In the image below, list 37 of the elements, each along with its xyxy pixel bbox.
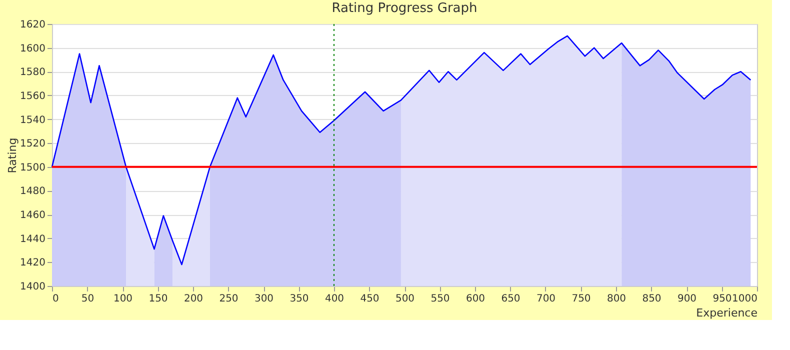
x-tick-label: 300 [254,294,274,304]
x-tick-label: 400 [324,294,344,304]
x-tick-label: 200 [184,294,204,304]
y-tick-label: 1480 [20,186,46,198]
x-tick-label: 550 [430,294,450,304]
y-axis-title: Rating [6,138,20,174]
line-series [51,35,752,266]
x-tick-label: 150 [148,294,168,304]
x-tick-label: 450 [360,294,380,304]
x-tick-label: 600 [466,294,486,304]
y-tick-label: 1520 [20,138,46,150]
x-tick-label: 850 [642,294,662,304]
y-tick-label: 1440 [20,234,46,245]
y-tick-label: 1420 [20,258,46,269]
x-tick-label: 50 [81,294,94,304]
x-tick-label: 800 [606,294,626,304]
x-tick-label: 0 [52,294,59,304]
y-tick-label: 1580 [20,67,46,78]
x-tick-label: 1000 [732,294,758,304]
x-tick-label: 750 [572,294,591,304]
y-tick-label: 1540 [20,114,46,126]
x-tick-label: 900 [677,294,697,304]
y-tick-label: 1460 [20,210,46,222]
x-tick-label: 700 [536,294,556,304]
x-tick-label: 500 [395,294,415,304]
chart-title: Rating Progress Graph [332,1,478,16]
x-axis-title: Experience [696,306,758,320]
y-tick-label: 1620 [20,20,46,30]
x-tick-label: 100 [113,294,133,304]
y-tick-label: 1400 [20,282,46,292]
x-tick-label: 950 [712,294,732,304]
y-tick-label: 1500 [20,162,46,174]
y-tick-label: 1560 [20,90,46,102]
x-tick-label: 650 [501,294,520,304]
y-tick-label: 1600 [20,43,46,54]
x-tick-label: 250 [219,294,238,304]
x-tick-label: 350 [290,294,309,304]
